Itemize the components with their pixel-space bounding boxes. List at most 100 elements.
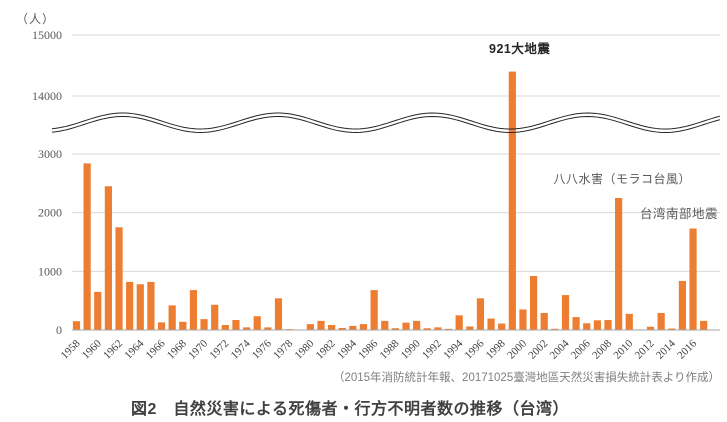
y-tick-label-14000: 14000 bbox=[32, 89, 62, 103]
x-tick-label-1972: 1972 bbox=[207, 338, 231, 362]
bar-2000 bbox=[519, 309, 527, 330]
x-tick-label-1980: 1980 bbox=[292, 337, 316, 361]
x-tick-label-2016: 2016 bbox=[675, 337, 699, 361]
x-tick-label-1992: 1992 bbox=[420, 338, 444, 362]
bar-1971 bbox=[211, 304, 219, 330]
x-tick-label-2002: 2002 bbox=[526, 338, 550, 362]
bar-1998 bbox=[498, 323, 506, 330]
bar-1994 bbox=[455, 315, 463, 330]
bar-1983 bbox=[338, 327, 346, 330]
annotation-921-earthquake: 921大地震 bbox=[489, 42, 551, 56]
axis-break-wave-2 bbox=[51, 115, 721, 134]
bar-2009 bbox=[615, 198, 623, 330]
bar-1991 bbox=[423, 328, 431, 330]
annotation-88-flood-morakot: 八八水害（モラコ台風） bbox=[553, 172, 691, 186]
x-tick-label-1964: 1964 bbox=[122, 337, 146, 361]
bar-1996 bbox=[476, 298, 485, 330]
bar-2005 bbox=[572, 317, 580, 330]
x-tick-label-2010: 2010 bbox=[611, 337, 635, 361]
bar-1958 bbox=[72, 321, 81, 330]
x-tick-label-1988: 1988 bbox=[377, 337, 401, 361]
annotation-south-taiwan-earthquake: 台湾南部地震 bbox=[639, 207, 718, 221]
bar-2003 bbox=[551, 328, 559, 330]
bar-1989 bbox=[402, 322, 410, 330]
x-tick-label-1996: 1996 bbox=[462, 337, 486, 361]
y-axis-unit-label: （人） bbox=[16, 12, 56, 26]
x-tick-label-1968: 1968 bbox=[165, 337, 189, 361]
bar-1995 bbox=[466, 326, 474, 330]
x-tick-label-1970: 1970 bbox=[186, 337, 210, 361]
bar-1974 bbox=[242, 327, 251, 330]
bar-1964 bbox=[136, 284, 144, 330]
x-tick-label-1984: 1984 bbox=[335, 337, 359, 361]
bar-1982 bbox=[328, 325, 336, 330]
bar-2013 bbox=[657, 312, 665, 330]
x-tick-label-1978: 1978 bbox=[271, 337, 295, 361]
y-tick-label-2000: 2000 bbox=[38, 206, 62, 220]
bar-1988 bbox=[391, 328, 399, 330]
x-tick-label-2012: 2012 bbox=[633, 338, 657, 362]
bar-1962 bbox=[115, 227, 123, 330]
bar-1969 bbox=[189, 290, 198, 330]
bar-1993 bbox=[444, 328, 453, 330]
bar-2015 bbox=[678, 281, 687, 330]
bar-1970 bbox=[200, 319, 208, 330]
x-tick-label-2004: 2004 bbox=[548, 337, 572, 361]
x-tick-label-2006: 2006 bbox=[569, 337, 593, 361]
x-tick-label-2014: 2014 bbox=[654, 337, 678, 361]
bar-1980 bbox=[306, 324, 314, 330]
bar-2001 bbox=[529, 276, 538, 330]
bar-1985 bbox=[359, 324, 368, 330]
x-tick-label-1974: 1974 bbox=[229, 337, 253, 361]
x-tick-label-1966: 1966 bbox=[144, 337, 168, 361]
bar-2004 bbox=[561, 295, 570, 330]
bar-1967 bbox=[168, 305, 176, 330]
x-tick-label-1990: 1990 bbox=[399, 337, 423, 361]
bar-2014 bbox=[668, 328, 676, 330]
x-tick-label-1998: 1998 bbox=[484, 337, 508, 361]
bar-2016 bbox=[689, 228, 697, 330]
bar-1959 bbox=[83, 163, 91, 330]
bar-1975 bbox=[253, 316, 261, 330]
bar-2012 bbox=[646, 326, 655, 330]
bar-1976 bbox=[264, 327, 272, 330]
bar-1961 bbox=[104, 186, 112, 330]
bar-2002 bbox=[540, 312, 548, 330]
bar-1977 bbox=[274, 298, 283, 330]
bar-1981 bbox=[317, 320, 325, 330]
x-tick-label-2000: 2000 bbox=[505, 337, 529, 361]
bar-2008 bbox=[604, 320, 612, 330]
x-tick-label-2008: 2008 bbox=[590, 337, 614, 361]
bar-1972 bbox=[221, 325, 229, 330]
bar-1999 bbox=[508, 71, 516, 330]
bar-1997 bbox=[487, 318, 495, 330]
bar-1966 bbox=[157, 322, 166, 330]
y-tick-label-15000: 15000 bbox=[32, 28, 62, 42]
bar-1984 bbox=[349, 325, 357, 330]
x-tick-label-1960: 1960 bbox=[80, 337, 104, 361]
x-tick-label-1994: 1994 bbox=[441, 337, 465, 361]
bar-1965 bbox=[147, 281, 155, 330]
bar-chart-svg: 0100020003000140001500019581960196219641… bbox=[32, 28, 721, 362]
bar-1968 bbox=[179, 321, 187, 330]
x-tick-label-1962: 1962 bbox=[101, 338, 125, 362]
figure-title: 図2 自然災害による死傷者・行方不明者数の推移（台湾） bbox=[131, 401, 569, 418]
bar-2010 bbox=[625, 313, 633, 330]
bar-1960 bbox=[94, 291, 102, 330]
source-note: （2015年消防統計年報、20171025臺灣地區天然災害損失統計表より作成） bbox=[332, 372, 720, 384]
y-tick-label-0: 0 bbox=[56, 323, 62, 337]
y-tick-label-1000: 1000 bbox=[38, 264, 62, 278]
bar-1992 bbox=[434, 327, 442, 330]
x-tick-label-1982: 1982 bbox=[314, 338, 338, 362]
bar-1973 bbox=[232, 320, 240, 330]
x-tick-label-1976: 1976 bbox=[250, 337, 274, 361]
bar-1986 bbox=[370, 290, 378, 330]
bar-2017 bbox=[700, 320, 708, 330]
bar-1963 bbox=[126, 281, 134, 330]
bar-1987 bbox=[381, 320, 389, 330]
bar-1990 bbox=[413, 320, 421, 330]
x-tick-label-1958: 1958 bbox=[59, 337, 83, 361]
bar-2006 bbox=[583, 323, 591, 330]
axis-break-wave-1 bbox=[51, 112, 721, 130]
